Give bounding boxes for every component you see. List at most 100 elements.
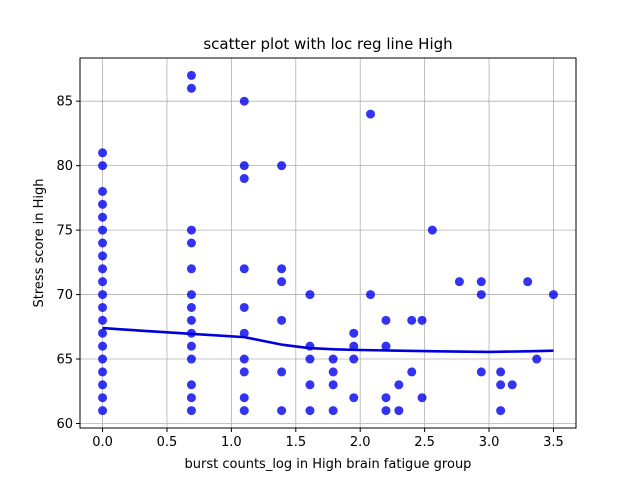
scatter-point <box>98 264 108 274</box>
scatter-point <box>328 406 338 416</box>
scatter-point <box>328 380 338 390</box>
scatter-point <box>186 315 196 325</box>
scatter-point <box>305 380 315 390</box>
scatter-point <box>349 354 359 364</box>
scatter-point <box>328 367 338 377</box>
x-tick-label: 3.0 <box>479 435 500 450</box>
scatter-point <box>305 354 315 364</box>
scatter-point <box>496 367 506 377</box>
scatter-point <box>186 83 196 93</box>
x-axis-label: burst counts_log in High brain fatigue g… <box>185 457 472 472</box>
y-tick-label: 75 <box>56 224 73 239</box>
scatter-point <box>98 367 108 377</box>
scatter-point <box>407 315 417 325</box>
scatter-point <box>98 302 108 312</box>
scatter-point <box>523 277 533 287</box>
scatter-point <box>349 341 359 351</box>
scatter-point <box>496 406 506 416</box>
y-tick-label: 70 <box>56 288 73 303</box>
scatter-point <box>98 290 108 300</box>
scatter-point <box>239 174 249 184</box>
scatter-point <box>476 367 486 377</box>
scatter-point <box>186 302 196 312</box>
scatter-point <box>186 238 196 248</box>
scatter-point <box>454 277 464 287</box>
scatter-point <box>186 406 196 416</box>
scatter-points <box>98 70 558 416</box>
scatter-point <box>239 393 249 403</box>
scatter-point <box>277 315 287 325</box>
x-tick-label: 1.5 <box>285 435 306 450</box>
scatter-point <box>98 277 108 287</box>
grid-lines <box>80 58 576 428</box>
scatter-point <box>239 96 249 106</box>
scatter-point <box>305 406 315 416</box>
x-tick-label: 1.0 <box>221 435 242 450</box>
scatter-point <box>381 341 391 351</box>
scatter-point <box>507 380 517 390</box>
scatter-point <box>349 328 359 338</box>
scatter-point <box>381 315 391 325</box>
scatter-point <box>98 148 108 158</box>
scatter-point <box>98 251 108 261</box>
scatter-point <box>476 277 486 287</box>
scatter-point <box>98 406 108 416</box>
scatter-point <box>239 161 249 171</box>
scatter-point <box>98 186 108 196</box>
scatter-point <box>417 393 427 403</box>
scatter-point <box>476 290 486 300</box>
scatter-point <box>239 406 249 416</box>
scatter-point <box>98 161 108 171</box>
y-axis-label: Stress score in High <box>32 178 47 307</box>
y-tick-label: 80 <box>56 159 73 174</box>
scatter-point <box>239 367 249 377</box>
x-axis-ticks: 0.0 0.5 1.0 1.5 2.0 2.5 3.0 3.5 <box>92 428 564 450</box>
scatter-point <box>186 290 196 300</box>
scatter-point <box>98 225 108 235</box>
scatter-point <box>532 354 542 364</box>
scatter-point <box>394 406 404 416</box>
scatter-point <box>417 315 427 325</box>
y-tick-label: 85 <box>56 95 73 110</box>
y-tick-label: 60 <box>56 417 73 432</box>
scatter-point <box>277 161 287 171</box>
scatter-point <box>239 264 249 274</box>
scatter-point <box>186 70 196 80</box>
x-tick-label: 2.5 <box>414 435 435 450</box>
scatter-point <box>548 290 558 300</box>
x-tick-label: 3.5 <box>543 435 564 450</box>
scatter-point <box>98 315 108 325</box>
scatter-point <box>305 290 315 300</box>
y-axis-ticks: 60 65 70 75 80 85 <box>56 95 80 432</box>
scatter-point <box>394 380 404 390</box>
scatter-point <box>381 406 391 416</box>
scatter-point <box>98 328 108 338</box>
scatter-point <box>328 354 338 364</box>
loc-reg-line <box>102 326 554 354</box>
scatter-point <box>98 341 108 351</box>
scatter-point <box>239 302 249 312</box>
scatter-point <box>186 341 196 351</box>
scatter-point <box>349 393 359 403</box>
scatter-point <box>239 328 249 338</box>
chart-title: scatter plot with loc reg line High <box>203 35 452 53</box>
scatter-point <box>98 354 108 364</box>
scatter-point <box>496 380 506 390</box>
scatter-point <box>407 367 417 377</box>
scatter-point <box>186 354 196 364</box>
scatter-point <box>98 380 108 390</box>
plot-frame <box>79 57 577 429</box>
scatter-point <box>277 406 287 416</box>
scatter-point <box>277 264 287 274</box>
scatter-point <box>186 225 196 235</box>
scatter-point <box>239 354 249 364</box>
scatter-point <box>186 393 196 403</box>
scatter-point <box>366 290 376 300</box>
scatter-point <box>381 393 391 403</box>
regression-line-group <box>102 326 554 354</box>
scatter-point <box>277 277 287 287</box>
scatter-point <box>277 367 287 377</box>
x-tick-label: 0.5 <box>157 435 178 450</box>
y-tick-label: 65 <box>56 353 73 368</box>
